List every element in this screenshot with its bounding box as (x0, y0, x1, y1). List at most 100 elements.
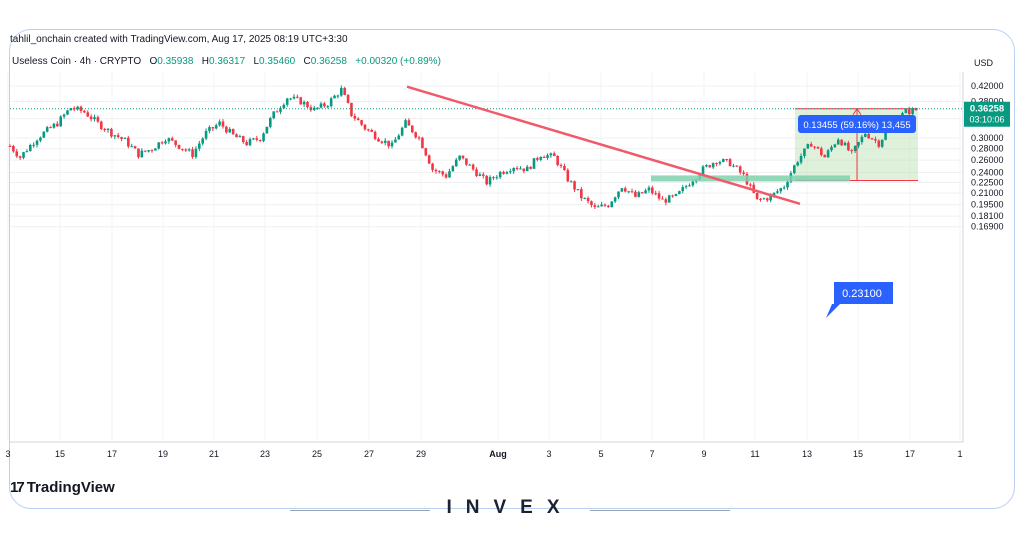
candle-body (39, 137, 42, 141)
last-price-value: 0.36258 (970, 104, 1004, 115)
y-tick-label: 0.22500 (971, 177, 1004, 187)
candle-body (583, 197, 587, 199)
ohlc-high-value: 0.36317 (208, 56, 246, 67)
candle-body (515, 167, 519, 169)
candle-body (525, 166, 529, 172)
x-tick-label: 29 (416, 449, 426, 459)
candle-body (18, 156, 22, 158)
change-value: +0.00320 (+0.89%) (355, 56, 441, 67)
x-tick-label: 15 (853, 449, 863, 459)
candle-body (427, 155, 431, 164)
candle-body (106, 128, 110, 131)
candle-body (262, 133, 265, 141)
candle-body (765, 198, 769, 201)
trendline (406, 85, 801, 206)
candle-body (461, 155, 465, 159)
candle-body (475, 169, 478, 176)
candle-body (434, 169, 438, 172)
candle-body (99, 121, 103, 129)
candle-body (772, 192, 776, 196)
candle-body (103, 128, 106, 131)
candle-body (691, 181, 695, 186)
candle-body (671, 195, 674, 197)
candle-body (113, 135, 117, 137)
y-tick-label: 0.18100 (971, 211, 1004, 221)
candle-body (120, 137, 123, 139)
measure-label-bg (798, 115, 916, 133)
candle-body (637, 192, 641, 197)
candle-body (705, 165, 708, 167)
x-tick-label: 1 (957, 449, 962, 459)
candle-body (194, 148, 198, 157)
candle-body (813, 146, 816, 148)
x-tick-label: Aug (489, 449, 507, 459)
candle-body (363, 124, 367, 130)
candle-body (285, 98, 289, 105)
candle-body (627, 191, 630, 193)
candle-body (312, 107, 316, 111)
candle-body (870, 138, 874, 140)
candle-body (681, 187, 685, 192)
candle-body (221, 121, 225, 127)
candle-body (127, 137, 130, 147)
candle-body (59, 116, 63, 127)
candle-body (12, 146, 15, 152)
candle-body (25, 151, 29, 153)
y-tick-label: 0.16900 (971, 222, 1004, 232)
candle-body (762, 198, 766, 200)
candle-body (684, 186, 688, 188)
candle-body (448, 171, 451, 178)
last-price-tag-bg (964, 101, 1010, 127)
candle-body (566, 170, 570, 182)
candle-body (826, 150, 830, 158)
candle-body (258, 139, 262, 141)
candle-body (667, 195, 671, 203)
x-tick-label: 27 (364, 449, 374, 459)
candle-body (45, 127, 49, 132)
tradingview-wordmark: TradingView (26, 479, 115, 496)
y-axis-currency: USD (974, 58, 994, 68)
candle-body (863, 133, 867, 137)
measure-label-text: 0.13455 (59.16%) 13,455 (803, 120, 910, 131)
candle-body (204, 130, 208, 139)
candle-body (850, 150, 854, 152)
candle-body (600, 204, 603, 207)
candle-body (640, 192, 644, 194)
candle-body (160, 142, 164, 144)
candle-body (593, 205, 597, 207)
candle-body (803, 148, 806, 156)
candle-body (573, 181, 576, 190)
candle-body (123, 137, 127, 139)
ohlc-high-label: H (201, 56, 209, 67)
candle-body (269, 118, 272, 127)
candle-body (184, 149, 188, 151)
x-tick-label: 7 (649, 449, 654, 459)
candle-body (823, 155, 827, 158)
candle-body (89, 116, 93, 120)
candle-body (35, 140, 39, 145)
candle-body (519, 168, 522, 170)
candle-body (512, 167, 516, 172)
candle-body (711, 163, 715, 168)
candle-body (154, 148, 157, 151)
candle-body (840, 139, 843, 146)
candle-body (786, 181, 789, 188)
candle-body (326, 106, 330, 108)
candle-body (471, 164, 475, 170)
candle-body (522, 168, 526, 172)
candle-body (586, 197, 590, 202)
candle-body (42, 131, 46, 138)
candle-body (580, 189, 583, 199)
candle-body (93, 117, 96, 120)
x-tick-label: 3 (546, 449, 551, 459)
candle-body (407, 120, 411, 126)
candle-body (373, 131, 377, 139)
candle-body (860, 136, 864, 143)
candle-body (238, 136, 242, 138)
candle-body (495, 177, 499, 179)
ohlc-close-value: 0.36258 (310, 56, 347, 67)
tradingview-logo[interactable]: 17 TradingView (10, 479, 115, 496)
y-tick-label: 0.28000 (971, 144, 1004, 154)
candle-body (725, 159, 728, 161)
